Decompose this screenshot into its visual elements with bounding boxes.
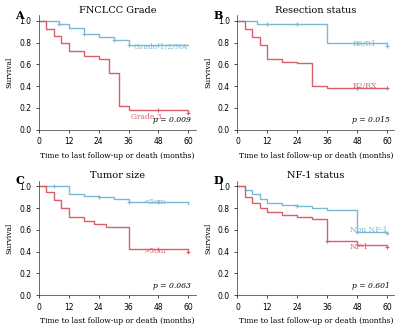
- Title: NF-1 status: NF-1 status: [287, 171, 345, 180]
- Text: C: C: [15, 175, 24, 186]
- Title: Resection status: Resection status: [275, 6, 357, 15]
- Text: D: D: [214, 175, 224, 186]
- Y-axis label: Survival: Survival: [6, 57, 14, 88]
- Text: <5cm: <5cm: [144, 198, 166, 206]
- Y-axis label: Survival: Survival: [204, 57, 212, 88]
- X-axis label: Time to last follow-up or death (months): Time to last follow-up or death (months): [239, 317, 393, 325]
- X-axis label: Time to last follow-up or death (months): Time to last follow-up or death (months): [40, 317, 195, 325]
- Text: Non NF-1: Non NF-1: [350, 226, 387, 234]
- Y-axis label: Survival: Survival: [6, 222, 14, 254]
- Text: R0/R1: R0/R1: [352, 40, 376, 48]
- Text: p = 0.063: p = 0.063: [153, 282, 191, 290]
- Text: p = 0.601: p = 0.601: [352, 282, 390, 290]
- Text: A: A: [15, 10, 24, 21]
- X-axis label: Time to last follow-up or death (months): Time to last follow-up or death (months): [40, 152, 195, 160]
- Y-axis label: Survival: Survival: [204, 222, 212, 254]
- Text: Grade 1/2/NA: Grade 1/2/NA: [134, 43, 186, 51]
- Text: Grade 3: Grade 3: [131, 113, 162, 121]
- Text: B: B: [214, 10, 223, 21]
- X-axis label: Time to last follow-up or death (months): Time to last follow-up or death (months): [239, 152, 393, 160]
- Text: p = 0.015: p = 0.015: [352, 116, 390, 124]
- Text: NF-1: NF-1: [350, 243, 369, 251]
- Text: >5cm: >5cm: [144, 247, 166, 255]
- Title: Tumor size: Tumor size: [90, 171, 145, 180]
- Title: FNCLCC Grade: FNCLCC Grade: [79, 6, 156, 15]
- Text: R2/RX: R2/RX: [352, 82, 376, 90]
- Text: p = 0.009: p = 0.009: [153, 116, 191, 124]
